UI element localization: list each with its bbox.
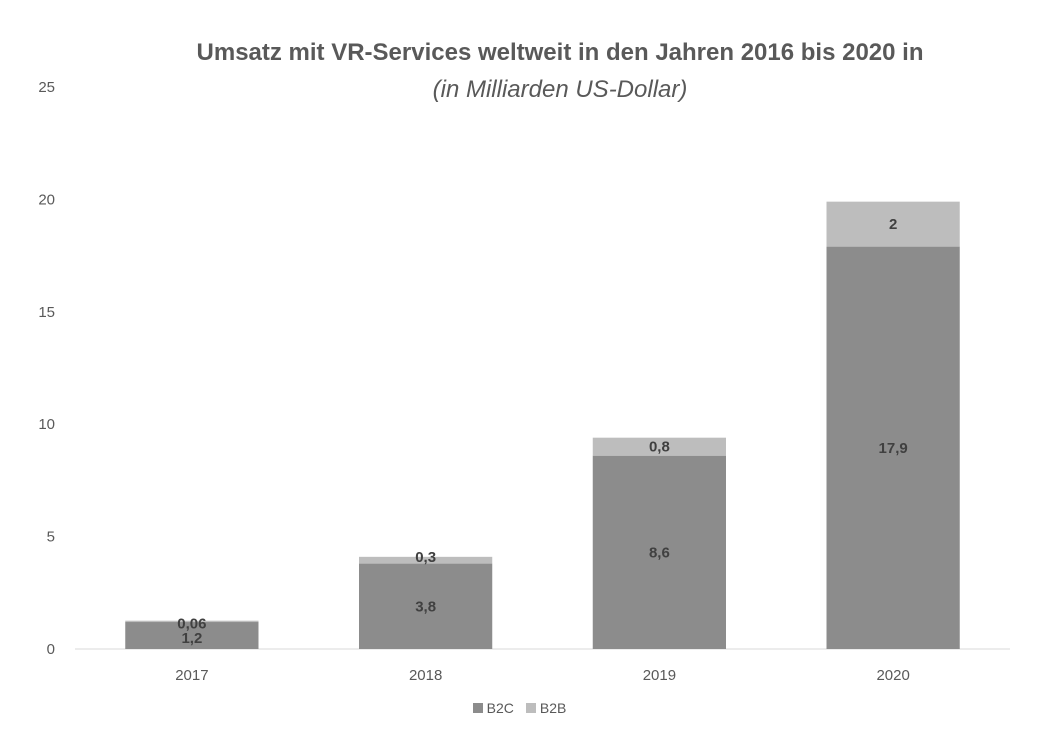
bar-b2c-2018 bbox=[359, 563, 493, 649]
y-tick-label: 20 bbox=[38, 191, 55, 208]
bar-b2b-2017 bbox=[125, 620, 259, 623]
chart-title-main: Umsatz mit VR-Services weltweit in den J… bbox=[196, 39, 924, 66]
x-tick-label: 2020 bbox=[876, 667, 909, 684]
data-label-b2c-2017: 1,2 bbox=[181, 630, 202, 647]
x-tick-label: 2017 bbox=[175, 667, 208, 684]
y-tick-label: 0 bbox=[47, 641, 55, 658]
x-tick-label: 2019 bbox=[643, 667, 676, 684]
y-tick-label: 10 bbox=[38, 416, 55, 433]
chart-legend: B2C B2B bbox=[0, 700, 1039, 716]
chart-title: Umsatz mit VR-Services weltweit in den J… bbox=[190, 34, 930, 108]
y-tick-label: 25 bbox=[38, 79, 55, 96]
y-tick-label: 15 bbox=[38, 304, 55, 321]
data-label-b2b-2020: 2 bbox=[889, 216, 897, 233]
data-label-b2b-2019: 0,8 bbox=[649, 439, 670, 456]
bar-b2b-2018 bbox=[359, 556, 493, 564]
legend-label: B2C bbox=[486, 700, 514, 716]
y-tick-label: 5 bbox=[47, 529, 55, 546]
x-tick-label: 2018 bbox=[409, 667, 442, 684]
bar-b2c-2019 bbox=[592, 455, 726, 649]
data-label-b2c-2018: 3,8 bbox=[415, 598, 436, 615]
data-label-b2c-2020: 17,9 bbox=[879, 440, 908, 457]
legend-label: B2B bbox=[539, 700, 567, 716]
bar-b2c-2020 bbox=[826, 246, 960, 649]
chart-title-unit: (in Milliarden US-Dollar) bbox=[432, 76, 688, 103]
legend-swatch bbox=[472, 703, 483, 713]
legend-item-b2c: B2C bbox=[472, 700, 514, 716]
bar-b2b-2020 bbox=[826, 201, 960, 247]
data-label-b2b-2018: 0,3 bbox=[415, 549, 436, 566]
bar-b2b-2019 bbox=[592, 437, 726, 456]
legend-swatch bbox=[525, 703, 536, 713]
data-label-b2c-2019: 8,6 bbox=[649, 544, 670, 561]
legend-item-b2b: B2B bbox=[525, 700, 567, 716]
bar-b2c-2017 bbox=[125, 622, 259, 649]
data-label-b2b-2017: 0,06 bbox=[177, 616, 206, 633]
